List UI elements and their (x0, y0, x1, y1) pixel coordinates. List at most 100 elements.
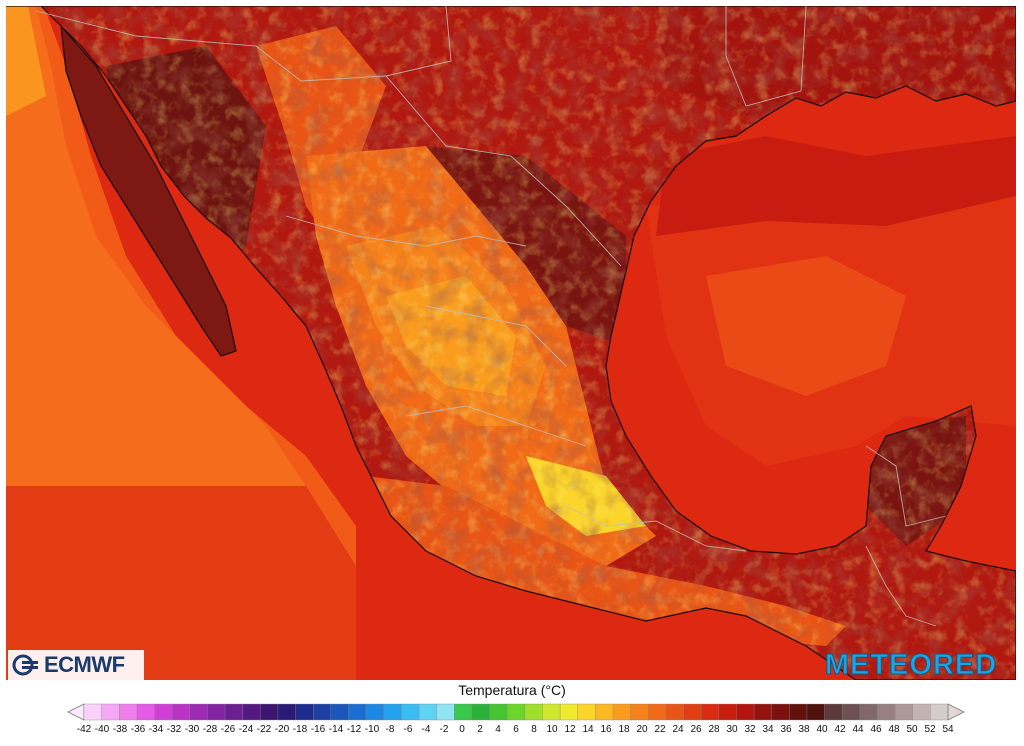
legend-swatch (595, 703, 614, 721)
baja-california (60, 24, 237, 357)
legend-swatch (877, 703, 896, 721)
legend-swatch (665, 703, 685, 721)
legend-swatch (313, 703, 332, 721)
legend-swatch (277, 703, 297, 721)
legend-tick-label: -24 (239, 724, 254, 735)
legend-swatch (894, 703, 914, 721)
map-canvas (6, 6, 1016, 680)
legend-tick-label: -20 (275, 724, 290, 735)
legend-tick-label: 18 (618, 724, 630, 735)
legend-swatch (260, 703, 279, 721)
legend-tick-label: 32 (744, 724, 756, 735)
legend-swatch (154, 703, 173, 721)
legend-tick-label: 28 (708, 724, 720, 735)
legend-tick-label: -38 (113, 724, 128, 735)
legend-swatch (83, 703, 103, 721)
legend-tick-label: 24 (672, 724, 684, 735)
legend-tick-label: -34 (149, 724, 164, 735)
legend-tick-label: -30 (185, 724, 200, 735)
legend-tick-label: 6 (513, 724, 519, 735)
pacific-cool-zone (6, 6, 46, 116)
legend-swatch (506, 703, 526, 721)
gulf-north-zone (656, 136, 1016, 236)
legend-swatch (753, 703, 773, 721)
legend-swatch (683, 703, 702, 721)
legend-swatch (771, 703, 790, 721)
legend-swatch (383, 703, 402, 721)
legend-swatch (789, 703, 808, 721)
legend-tick-label: -8 (386, 724, 395, 735)
legend-swatch (630, 703, 649, 721)
legend-swatch (806, 703, 826, 721)
legend-swatch (542, 703, 561, 721)
legend-tick-label: 10 (546, 724, 558, 735)
legend-tick-label: 4 (495, 724, 501, 735)
legend-swatch (612, 703, 632, 721)
political-borders (35, 6, 947, 627)
legend-swatch (842, 703, 861, 721)
legend-tick-label: 0 (459, 724, 465, 735)
legend-tick-label: -12 (347, 724, 362, 735)
legend-swatch (524, 703, 543, 721)
legend-swatch (224, 703, 244, 721)
legend-tick-label: 46 (870, 724, 882, 735)
legend-swatch (207, 703, 226, 721)
pacific-coastal-zone (6, 6, 306, 486)
temperature-map[interactable]: ECMWF METEORED (6, 6, 1016, 680)
legend-tick-label: -10 (365, 724, 380, 735)
legend-colorbar: -42 -40 -38 -36 -34 -32 -30 -28 -26 -24 -22 -20 -18-… (67, 703, 965, 735)
legend-swatch (577, 703, 596, 721)
legend-tick-label: 16 (600, 724, 612, 735)
legend-swatch (559, 703, 579, 721)
legend-tick-label: 34 (762, 724, 774, 735)
temperature-legend: Temperatura (°C) -42 -40 -38 -36 -34 -32 -30 -2… (0, 680, 1024, 746)
meteored-logo-text: METEORED (824, 648, 998, 680)
legend-swatch (418, 703, 438, 721)
legend-title: Temperatura (°C) (458, 682, 566, 698)
legend-tick-label: -18 (293, 724, 308, 735)
legend-tick-label: 2 (477, 724, 483, 735)
legend-tick-label: 26 (690, 724, 702, 735)
legend-tick-label: -42 (77, 724, 92, 735)
legend-tick-label: -28 (203, 724, 218, 735)
legend-tick-label: -14 (329, 724, 344, 735)
legend-tick-label: 36 (780, 724, 792, 735)
legend-swatch (136, 703, 156, 721)
legend-arrow-low (67, 703, 85, 721)
legend-swatch (330, 703, 349, 721)
legend-swatch (171, 703, 191, 721)
legend-arrow-high (947, 703, 965, 721)
legend-swatch (101, 703, 120, 721)
legend-swatch (471, 703, 491, 721)
legend-swatch (436, 703, 455, 721)
ecmwf-mark-icon (12, 654, 38, 676)
legend-swatch (365, 703, 385, 721)
legend-tick-label: -26 (221, 724, 236, 735)
legend-swatch (718, 703, 737, 721)
legend-tick-label: -2 (440, 724, 449, 735)
legend-tick-label: -32 (167, 724, 182, 735)
legend-tick-label: -6 (404, 724, 413, 735)
legend-swatch (348, 703, 367, 721)
legend-swatch (295, 703, 314, 721)
legend-swatch (736, 703, 755, 721)
meteored-logo: METEORED (808, 648, 1014, 680)
legend-tick-label: 30 (726, 724, 738, 735)
legend-tick-label: -36 (131, 724, 146, 735)
legend-tick-label: 12 (564, 724, 576, 735)
ecmwf-logo-text: ECMWF (44, 652, 125, 677)
legend-swatch (119, 703, 138, 721)
legend-swatch (912, 703, 931, 721)
legend-tick-label: 20 (636, 724, 648, 735)
legend-swatch (401, 703, 420, 721)
legend-swatch (189, 703, 208, 721)
legend-swatch (489, 703, 508, 721)
legend-tick-label: 22 (654, 724, 666, 735)
legend-swatch (242, 703, 261, 721)
legend-tick-label: 50 (906, 724, 918, 735)
legend-swatch (930, 703, 949, 721)
legend-tick-label: 48 (888, 724, 900, 735)
ecmwf-logo: ECMWF (8, 650, 144, 680)
legend-tick-label: 38 (798, 724, 810, 735)
legend-swatch (454, 703, 473, 721)
